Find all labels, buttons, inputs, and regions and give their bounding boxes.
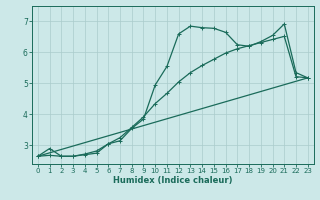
X-axis label: Humidex (Indice chaleur): Humidex (Indice chaleur) — [113, 176, 233, 185]
